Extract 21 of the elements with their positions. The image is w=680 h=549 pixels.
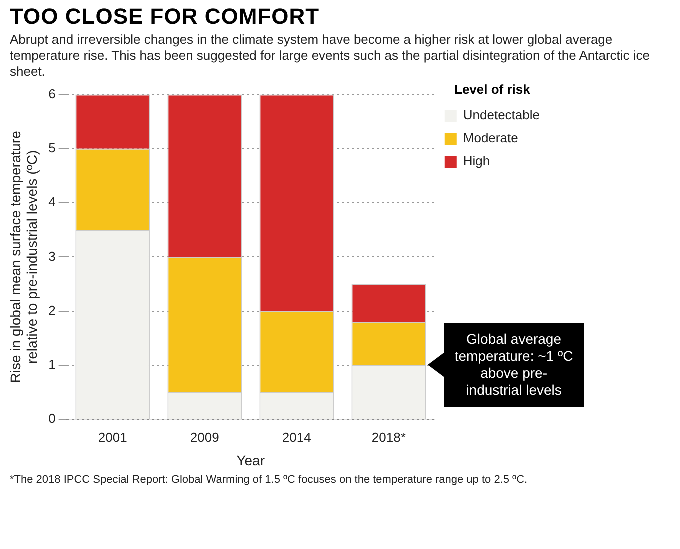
legend-label: High: [463, 154, 490, 169]
chart-subtitle: Abrupt and irreversible changes in the climate system have become a higher risk at lower global average temperature rise. This has been suggested for large events such as the partial disintegration of the Antarctic ice sheet.: [10, 32, 652, 80]
y-tick-label: 0: [48, 411, 56, 426]
y-tick-label: 6: [48, 86, 56, 102]
x-tick-label: 2014: [282, 430, 312, 445]
y-tick-label: 2: [48, 302, 56, 318]
y-tick-label: 4: [48, 194, 56, 210]
chart-title: TOO CLOSE FOR COMFORT: [10, 4, 321, 30]
y-tick-label: 3: [48, 248, 56, 264]
y-tick-label: 5: [48, 140, 56, 156]
legend-label: Moderate: [463, 130, 518, 146]
legend-title: Level of risk: [454, 82, 532, 98]
text: *The 2018 IPCC Special Report: Global Warming of 1.5 ºC focuses on the temperature range up to 2.5 ºC.: [10, 474, 529, 486]
text: Global average temperature: ~1 ºC above pre-industrial levels: [444, 323, 584, 408]
x-tick-label: 2018*: [372, 430, 406, 445]
legend-label: Undetectable: [463, 108, 540, 123]
x-axis-title: Year: [236, 452, 266, 468]
x-tick-label: 2001: [98, 430, 128, 445]
y-tick-label: 1: [48, 357, 56, 372]
y-axis-title: Rise in global mean surface temperature relative to pre-industrial levels (ºC): [7, 130, 40, 384]
x-tick-label: 2009: [190, 430, 220, 445]
